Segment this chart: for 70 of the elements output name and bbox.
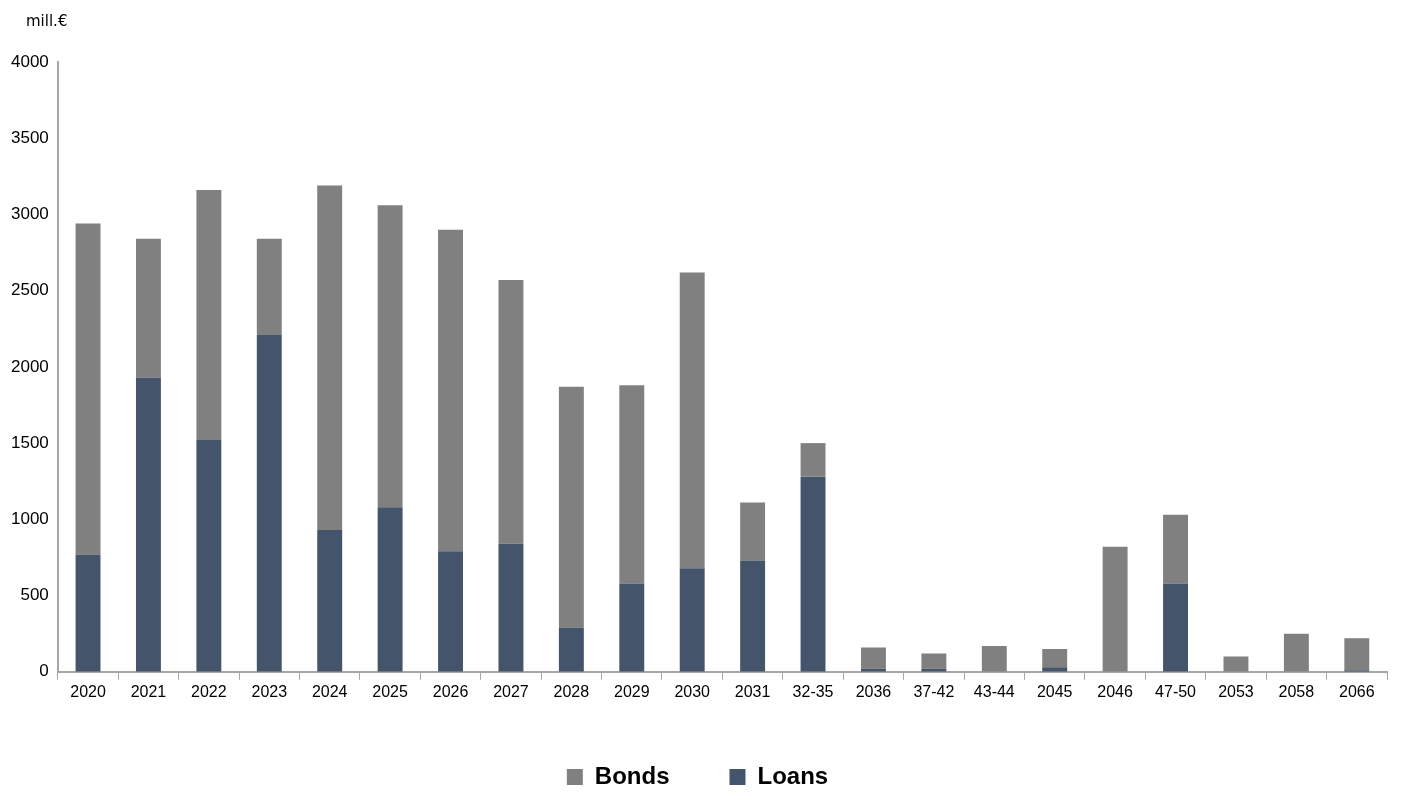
bar xyxy=(800,443,826,477)
bar xyxy=(377,507,403,672)
bar xyxy=(256,334,282,672)
y-tick-label: 0 xyxy=(39,661,49,681)
x-tick-label: 37-42 xyxy=(913,682,955,700)
bar xyxy=(135,377,161,672)
bar xyxy=(679,568,705,672)
bar xyxy=(740,502,766,561)
bar xyxy=(498,543,524,672)
bar xyxy=(981,645,1007,672)
bar xyxy=(800,476,826,672)
x-tick-label: 32-35 xyxy=(792,682,834,700)
bar xyxy=(317,530,343,672)
bar xyxy=(438,551,463,672)
x-tick-label: 2029 xyxy=(613,682,650,700)
x-tick-label: 2021 xyxy=(130,682,167,700)
x-tick-label: 2024 xyxy=(311,682,348,700)
y-tick-label: 1500 xyxy=(10,432,49,452)
x-tick-label: 2023 xyxy=(251,682,288,700)
x-tick-label: 2028 xyxy=(553,682,590,700)
x-tick-label: 47-50 xyxy=(1155,682,1197,700)
bar xyxy=(558,627,584,672)
bar xyxy=(1283,633,1309,672)
bar xyxy=(558,386,584,628)
y-tick-label: 2000 xyxy=(10,356,49,376)
y-tick-label: 3500 xyxy=(10,127,49,147)
bar xyxy=(377,205,403,508)
bar xyxy=(317,185,343,531)
bar xyxy=(75,554,101,672)
bar xyxy=(196,440,222,672)
x-tick-label: 2046 xyxy=(1097,682,1134,700)
x-tick-label: 2031 xyxy=(734,682,771,700)
x-tick-label: 2030 xyxy=(674,682,711,700)
bar xyxy=(1163,514,1188,584)
x-tick-label: 2025 xyxy=(372,682,409,700)
y-tick-label: 4000 xyxy=(10,51,49,71)
y-tick-label: 500 xyxy=(20,585,49,605)
bar xyxy=(679,272,705,569)
y-tick-label: 1000 xyxy=(10,509,49,529)
x-tick-label: 43-44 xyxy=(973,682,1015,700)
bar xyxy=(135,238,161,378)
x-tick-label: 2022 xyxy=(191,682,227,700)
bar xyxy=(860,647,886,669)
bar xyxy=(438,229,463,552)
bar xyxy=(619,583,645,672)
bar xyxy=(75,223,101,555)
bar xyxy=(256,238,282,335)
x-tick-label: 2066 xyxy=(1338,682,1375,700)
legend-label: Loans xyxy=(757,761,829,789)
bar xyxy=(619,385,645,584)
x-tick-label: 2058 xyxy=(1278,682,1315,700)
bar xyxy=(196,190,222,441)
x-tick-label: 2026 xyxy=(432,682,469,700)
bar xyxy=(740,560,766,672)
y-tick-label: 3000 xyxy=(10,204,49,224)
bar xyxy=(921,653,947,669)
x-tick-label: 2036 xyxy=(855,682,892,700)
bar xyxy=(498,280,524,544)
bar xyxy=(1102,546,1128,672)
x-tick-label: 2020 xyxy=(70,682,106,700)
y-axis-title: mill.€ xyxy=(26,12,68,30)
bar xyxy=(1223,656,1249,672)
x-tick-label: 2027 xyxy=(493,682,529,700)
legend-label: Bonds xyxy=(594,761,670,789)
bar xyxy=(1042,648,1068,668)
bar xyxy=(1344,638,1370,671)
x-tick-label: 2053 xyxy=(1218,682,1254,700)
bar xyxy=(1163,583,1188,672)
x-tick-label: 2045 xyxy=(1036,682,1073,700)
y-tick-label: 2500 xyxy=(10,280,49,300)
